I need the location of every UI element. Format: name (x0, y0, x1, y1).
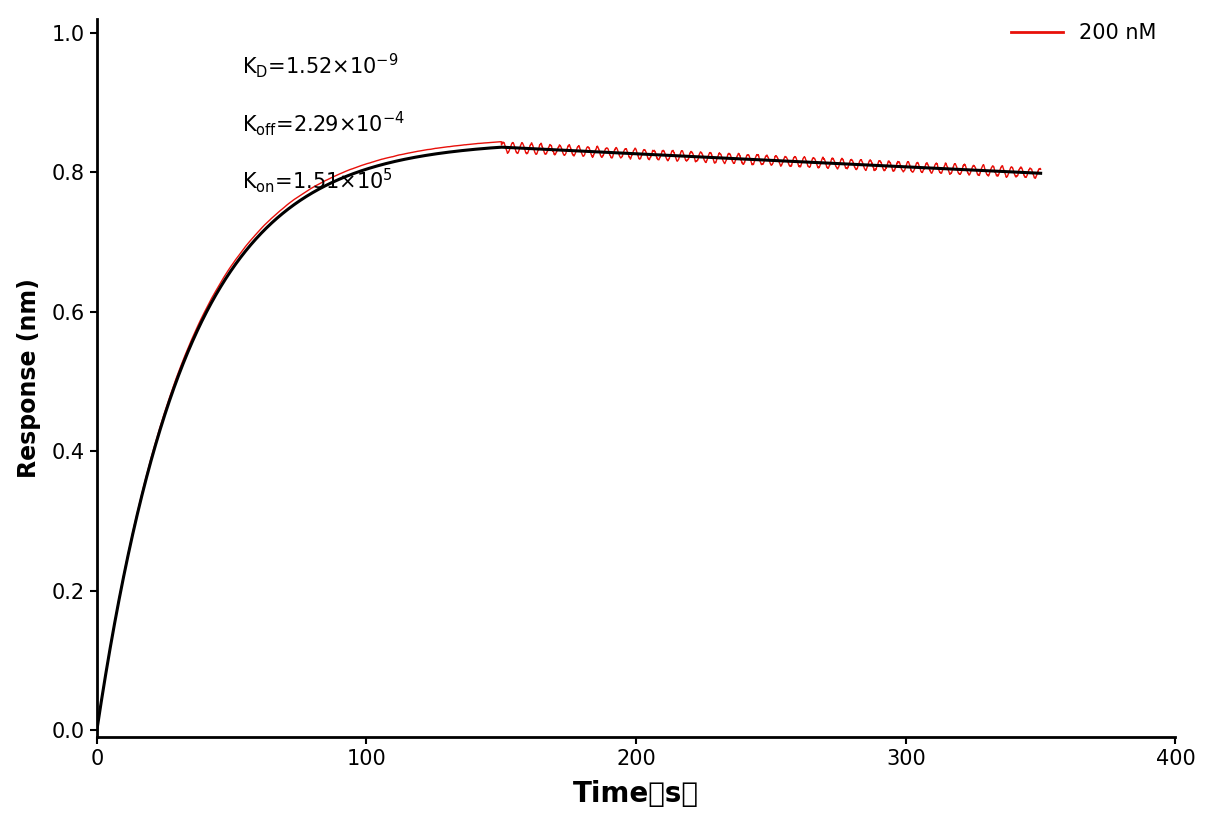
200 nM (853, 156, 868, 166)
Legend: 200 nM: 200 nM (1002, 15, 1165, 52)
Text: $\mathrm{K_{on}}$=1.51×10$^{5}$: $\mathrm{K_{on}}$=1.51×10$^{5}$ (242, 167, 394, 195)
Line: 200 nM: 200 nM (97, 142, 1041, 730)
200 nM (605, 153, 619, 163)
X-axis label: Time（s）: Time（s） (573, 780, 699, 808)
200 nM (917, 162, 932, 172)
200 nM (262, 216, 276, 226)
Text: $\mathrm{K_{off}}$=2.29×10$^{-4}$: $\mathrm{K_{off}}$=2.29×10$^{-4}$ (242, 109, 406, 138)
200 nM (494, 137, 509, 147)
200 nM (102, 652, 116, 662)
Text: $\mathrm{K_D}$=1.52×10$^{-9}$: $\mathrm{K_D}$=1.52×10$^{-9}$ (242, 51, 399, 80)
200 nM (1034, 164, 1048, 174)
200 nM (778, 152, 793, 162)
Y-axis label: Response (nm): Response (nm) (17, 278, 41, 478)
200 nM (90, 725, 104, 735)
